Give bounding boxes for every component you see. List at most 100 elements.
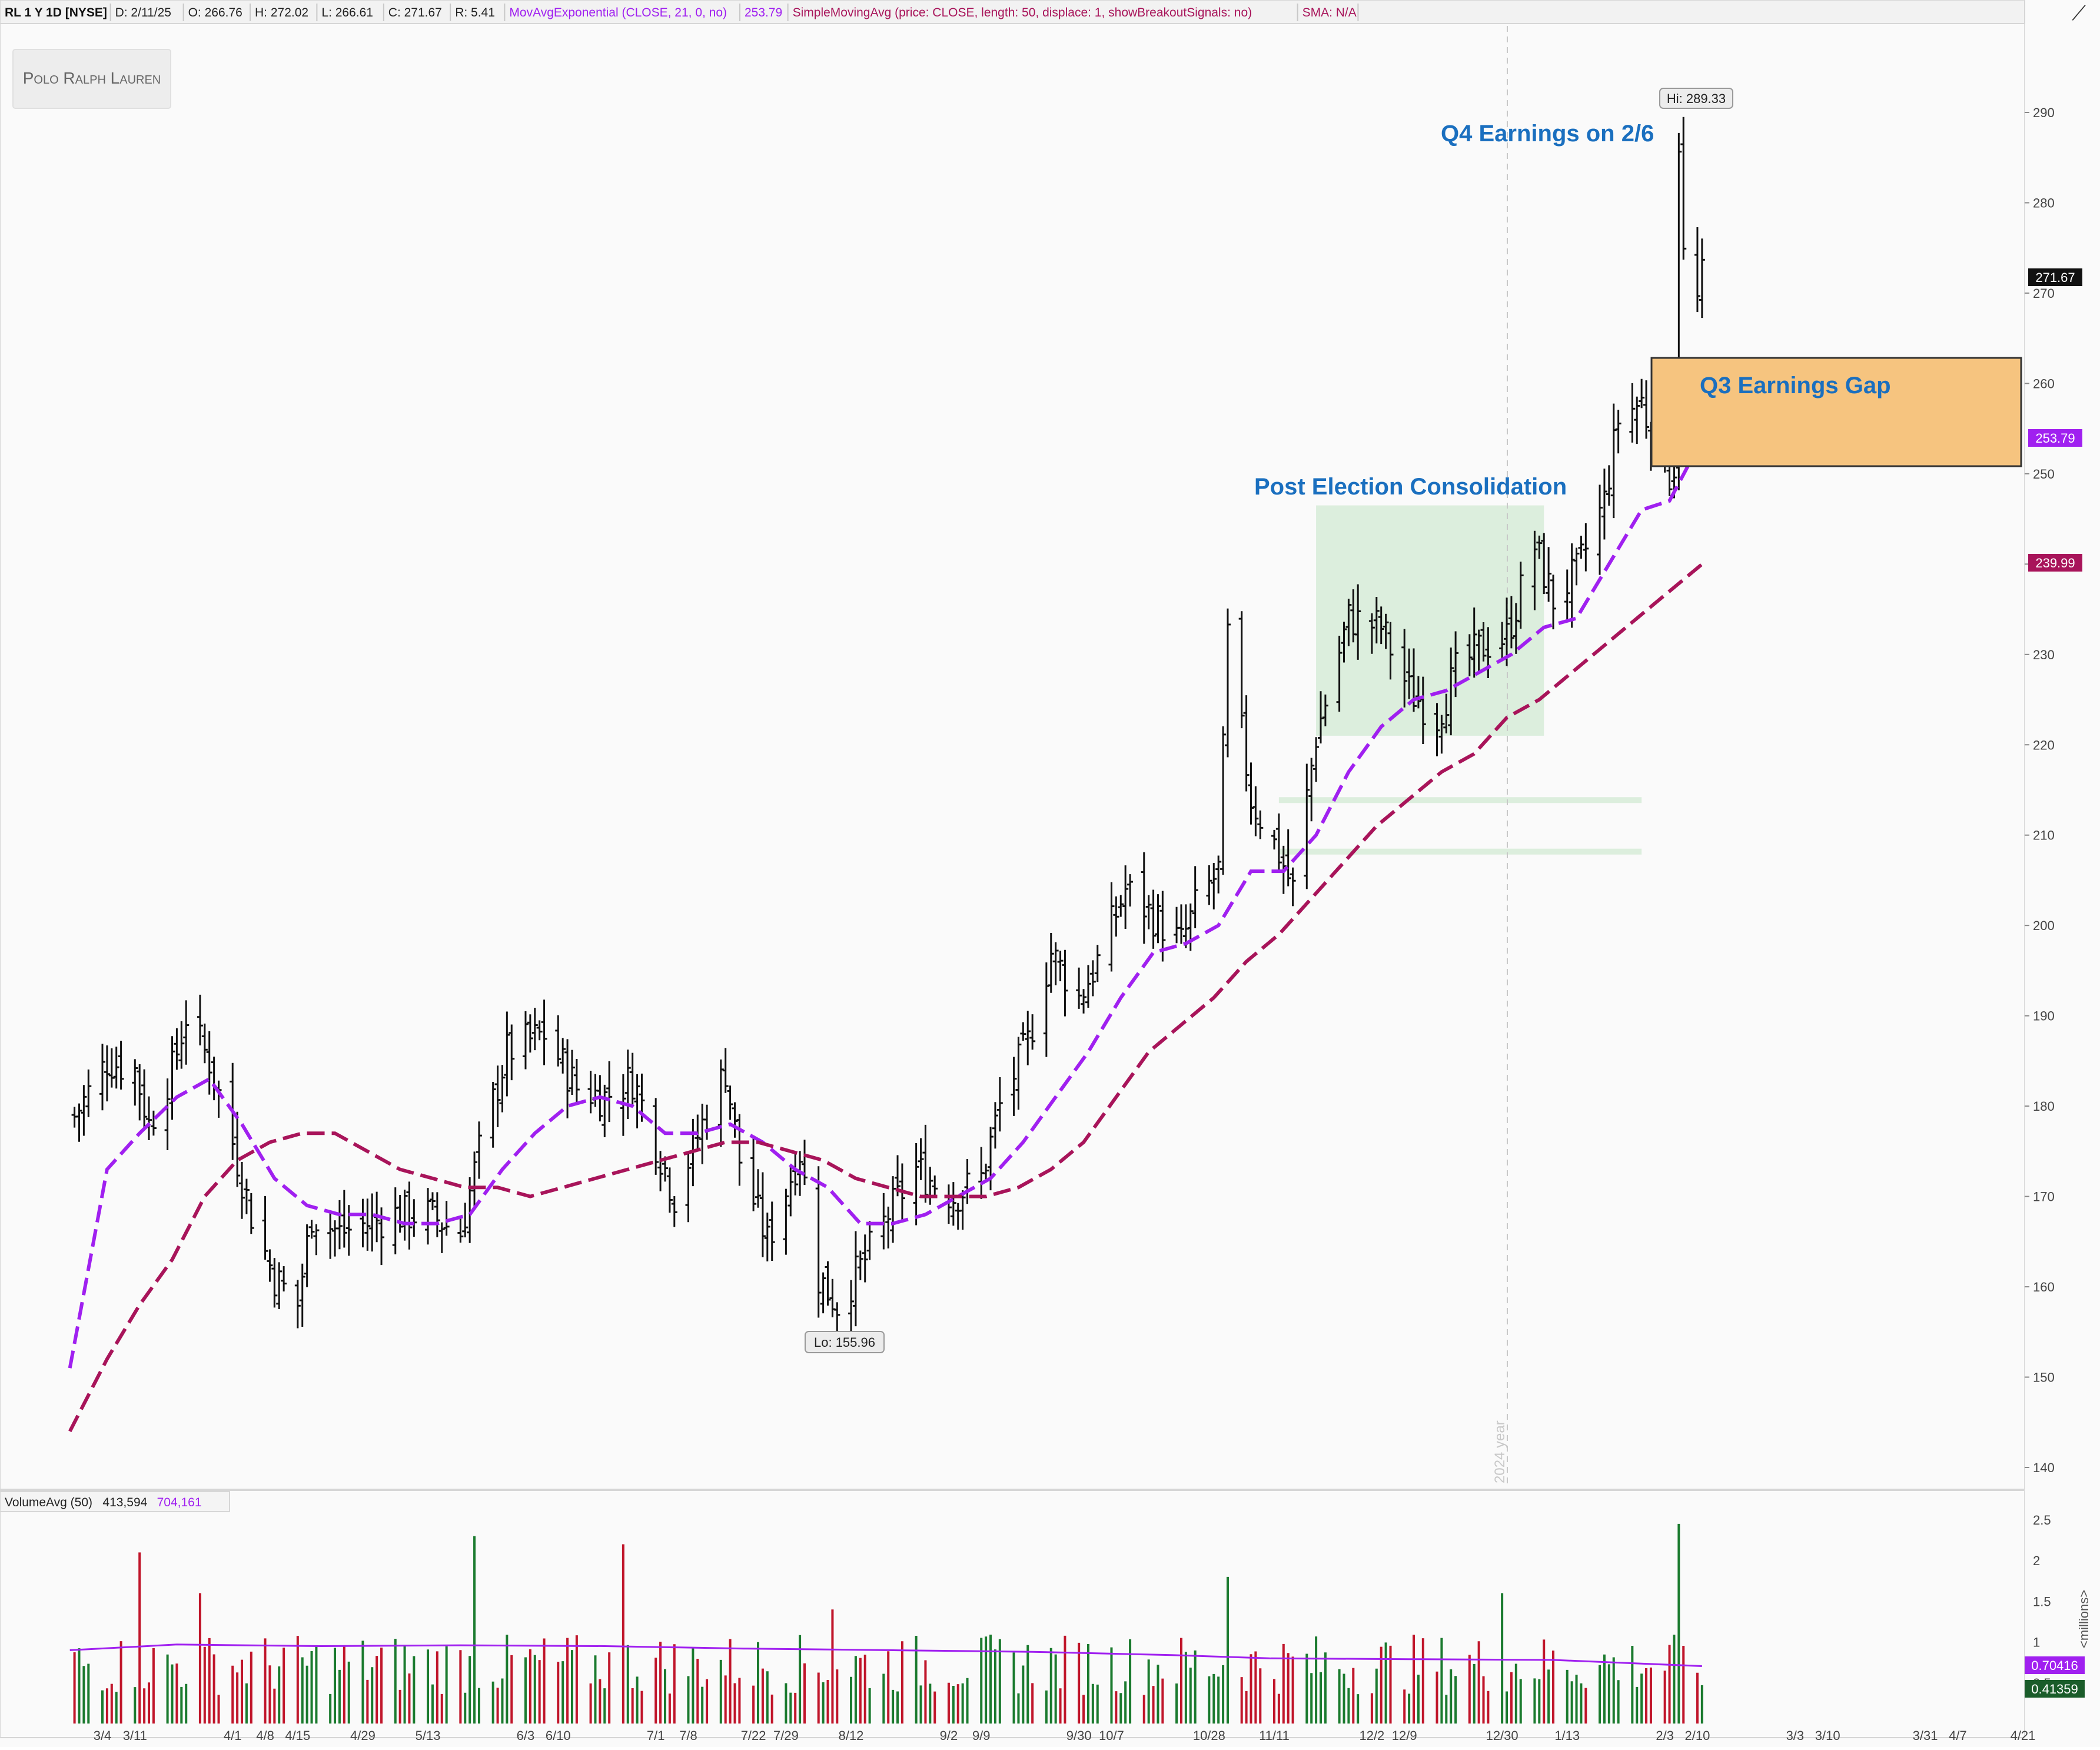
ohlc-bar	[248, 1193, 254, 1234]
ohlc-bar	[1076, 967, 1082, 1009]
ohlc-bar	[634, 1074, 640, 1128]
volume-legend-item: 413,594	[102, 1496, 147, 1509]
ohlc-bar	[169, 1036, 175, 1120]
ohlc-bar	[262, 1196, 268, 1260]
date-tick-label: 4/8	[256, 1728, 274, 1743]
ohlc-bar	[1192, 866, 1198, 928]
ohlc-bar	[885, 1206, 892, 1248]
ohlc-bar	[1531, 530, 1538, 610]
ohlc-bar	[364, 1198, 371, 1251]
price-tick-label: 170	[2033, 1190, 2055, 1204]
ohlc-bar	[1127, 874, 1134, 907]
legend-item: D: 2/11/25	[115, 6, 171, 19]
collapse-icon[interactable]: ⟋	[2072, 2, 2086, 25]
ohlc-bar	[471, 1151, 478, 1210]
ohlc-bar	[299, 1263, 305, 1327]
ohlc-bar	[666, 1167, 673, 1213]
ohlc-bar	[1081, 989, 1087, 1014]
ohlc-bar	[1383, 613, 1389, 649]
price-tick-label: 210	[2033, 828, 2055, 843]
ohlc-bar	[866, 1221, 873, 1260]
date-tick-label: 7/8	[679, 1728, 697, 1743]
ohlc-bar	[531, 1008, 538, 1051]
date-tick-label: 5/13	[416, 1728, 441, 1743]
ohlc-bar	[443, 1201, 450, 1236]
ohlc-bar	[932, 1175, 938, 1198]
ohlc-bar	[1094, 945, 1101, 982]
date-tick-label: 3/11	[123, 1728, 147, 1743]
ohlc-bar	[802, 1140, 808, 1186]
date-tick-label: 11/11	[1259, 1728, 1290, 1743]
volume-axis[interactable]: 2.521.510.5	[2033, 1513, 2051, 1691]
price-axis[interactable]: 2902802702602502402302202102001901801701…	[2025, 105, 2055, 1475]
ohlc-bar	[1471, 607, 1477, 678]
date-tick-label: 3/10	[1815, 1728, 1840, 1743]
ohlc-bar	[857, 1250, 863, 1280]
ohlc-bar	[239, 1162, 245, 1219]
ohlc-bar	[1499, 622, 1506, 660]
ohlc-bar	[1415, 676, 1421, 709]
ohlc-bar	[104, 1045, 110, 1102]
legend-item: RL 1 Y 1D [NYSE]	[5, 6, 107, 19]
price-tick-label: 280	[2033, 195, 2055, 210]
ohlc-bar	[1317, 691, 1324, 744]
svg-text:239.99: 239.99	[2035, 556, 2075, 570]
ohlc-bar	[1643, 380, 1650, 439]
ohlc-bar	[499, 1065, 506, 1113]
ohlc-bar	[913, 1143, 919, 1226]
ohlc-bar	[1485, 627, 1491, 679]
ohlc-bar	[1583, 523, 1589, 572]
ohlc-bar	[276, 1262, 283, 1310]
ohlc-bar	[862, 1234, 868, 1283]
ohlc-bar	[783, 1188, 789, 1255]
ohlc-bar	[429, 1192, 436, 1210]
ohlc-bar	[1145, 895, 1152, 929]
ohlc-bar	[132, 1059, 138, 1106]
date-tick-label: 3/3	[1786, 1728, 1805, 1743]
ohlc-bar	[624, 1050, 631, 1119]
date-tick-label: 1/13	[1554, 1728, 1580, 1743]
study-legend[interactable]: RL 1 Y 1D [NYSE] D: 2/11/25 O: 266.76 H: 27…	[5, 4, 1359, 21]
date-axis[interactable]: 3/4 3/11 4/1 4/8 4/15 4/29 5/13 6/3 6/10 7/1 7/8 7/…	[94, 1728, 2036, 1743]
ohlc-bar	[1517, 562, 1524, 629]
ohlc-bar	[206, 1031, 212, 1095]
svg-text:271.67: 271.67	[2035, 270, 2075, 285]
ohlc-bar	[267, 1249, 273, 1282]
ohlc-bar	[1062, 949, 1068, 1017]
ohlc-bar	[983, 1163, 989, 1182]
ohlc-bar	[1118, 895, 1124, 917]
ohlc-bar	[1597, 484, 1603, 575]
ohlc-bar	[1224, 608, 1231, 758]
volume-legend[interactable]: VolumeAvg (50) 413,594 704,161	[0, 1491, 230, 1512]
ohlc-bar	[629, 1052, 636, 1105]
ema-21-line	[68, 439, 1704, 1369]
ohlc-bar	[750, 1135, 757, 1211]
ohlc-bar	[657, 1151, 664, 1191]
ohlc-bar	[1211, 862, 1217, 910]
date-tick-label: 4/7	[1949, 1728, 1967, 1743]
ohlc-bar	[1345, 599, 1352, 646]
ohlc-bar	[541, 999, 547, 1065]
ohlc-bar	[1601, 469, 1607, 540]
ohlc-bar	[1550, 575, 1557, 630]
price-tick-label: 200	[2033, 918, 2055, 933]
date-tick-label: 6/3	[517, 1728, 535, 1743]
date-tick-label: 6/10	[546, 1728, 571, 1743]
ohlc-bar	[727, 1085, 733, 1120]
ohlc-bar	[118, 1041, 124, 1090]
ohlc-bar	[150, 1110, 157, 1136]
ohlc-bar	[1541, 533, 1547, 595]
q3-gap-zone	[1650, 357, 2022, 467]
legend-item: SMA: N/A	[1302, 6, 1357, 19]
ohlc-bar	[536, 1020, 543, 1041]
ohlc-bar	[1694, 227, 1700, 313]
ohlc-bar	[1275, 813, 1282, 872]
ohlc-bar	[434, 1192, 440, 1237]
ohlc-bar	[234, 1111, 241, 1187]
ohlc-bar	[406, 1181, 413, 1250]
ohlc-bar	[494, 1065, 501, 1127]
date-tick-label: 7/29	[773, 1728, 799, 1743]
sma-price-tag: 239.99	[2028, 554, 2082, 572]
